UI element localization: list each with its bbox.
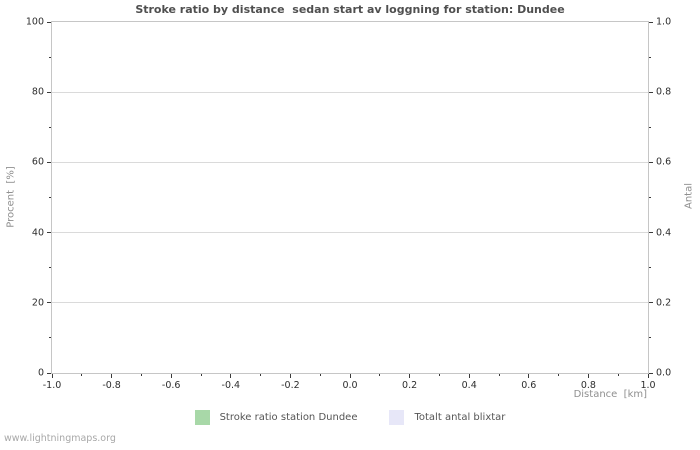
y-major-tick-right [649, 302, 653, 304]
x-major-tick [230, 374, 232, 378]
y-axis-label-right: Antal [683, 182, 695, 210]
y-tick-label-right: 0.2 [656, 297, 672, 309]
y-tick-label-right: 0.4 [656, 227, 672, 239]
x-tick-label: 0.2 [402, 380, 418, 391]
y-minor-tick-left [49, 56, 51, 58]
y-minor-tick-right [649, 56, 651, 58]
y-major-tick-left [47, 232, 51, 234]
y-major-tick-right [649, 91, 653, 93]
site-watermark: www.lightningmaps.org [4, 433, 116, 444]
y-major-tick-left [47, 302, 51, 304]
y-tick-label-left: 20 [31, 297, 44, 309]
legend-swatch-icon [194, 410, 210, 425]
legend-label: Totalt antal blixtar [414, 412, 506, 423]
legend-item: Stroke ratio station Dundee [194, 410, 358, 425]
x-major-tick [111, 374, 113, 378]
y-major-tick-left [47, 161, 51, 163]
x-major-tick [289, 374, 291, 378]
x-minor-tick [140, 374, 142, 376]
x-tick-label: 1.0 [640, 380, 656, 391]
x-tick-label: 0.0 [342, 380, 358, 391]
y-tick-label-right: 0.6 [656, 156, 672, 168]
legend-item: Totalt antal blixtar [389, 410, 505, 425]
y-tick-label-right: 0.0 [656, 367, 672, 379]
x-tick-label: 0.8 [580, 380, 596, 391]
chart-title: Stroke ratio by distance sedan start av … [135, 3, 565, 16]
x-minor-tick [319, 374, 321, 376]
grid-line-horizontal [52, 302, 648, 304]
y-major-tick-left [47, 21, 51, 23]
x-tick-label: -0.4 [221, 380, 241, 391]
x-minor-tick [200, 374, 202, 376]
grid-line-horizontal [52, 232, 648, 234]
y-major-tick-right [649, 232, 653, 234]
legend-label: Stroke ratio station Dundee [219, 412, 358, 423]
y-major-tick-right [649, 372, 653, 374]
x-axis-label: Distance [km] [573, 389, 647, 400]
x-major-tick [170, 374, 172, 378]
y-major-tick-left [47, 91, 51, 93]
x-major-tick [409, 374, 411, 378]
x-tick-label: 0.6 [521, 380, 537, 391]
x-tick-label: -1.0 [42, 380, 62, 391]
x-minor-tick [617, 374, 619, 376]
y-major-tick-right [649, 21, 653, 23]
y-major-tick-right [649, 161, 653, 163]
x-tick-label: -0.2 [281, 380, 300, 391]
y-axis-label-left: Procent [%] [5, 166, 17, 228]
legend-swatch-icon [389, 410, 405, 425]
y-minor-tick-right [649, 337, 651, 339]
y-tick-label-right: 0.8 [656, 86, 672, 98]
y-minor-tick-right [649, 267, 651, 269]
legend: Stroke ratio station Dundee Totalt antal … [0, 410, 700, 425]
x-minor-tick [438, 374, 440, 376]
x-major-tick [528, 374, 530, 378]
x-minor-tick [558, 374, 560, 376]
x-major-tick [51, 374, 53, 378]
x-major-tick [468, 374, 470, 378]
x-major-tick [587, 374, 589, 378]
grid-line-horizontal [52, 91, 648, 93]
x-tick-label: 0.4 [461, 380, 477, 391]
y-tick-label-left: 100 [25, 16, 44, 28]
y-tick-label-right: 1.0 [656, 16, 672, 28]
grid-line-horizontal [52, 161, 648, 163]
x-minor-tick [81, 374, 83, 376]
y-minor-tick-left [49, 197, 51, 198]
y-tick-label-left: 40 [31, 227, 44, 239]
y-minor-tick-left [49, 126, 51, 128]
y-tick-label-left: 80 [31, 86, 44, 98]
x-tick-label: -0.6 [161, 380, 181, 391]
y-minor-tick-right [649, 197, 651, 198]
y-minor-tick-right [649, 126, 651, 128]
y-minor-tick-left [49, 337, 51, 339]
x-minor-tick [379, 374, 381, 376]
x-tick-label: -0.8 [102, 380, 121, 391]
x-major-tick [647, 374, 649, 378]
x-major-tick [349, 374, 351, 378]
x-minor-tick [498, 374, 500, 376]
x-minor-tick [260, 374, 262, 376]
y-minor-tick-left [49, 267, 51, 269]
y-tick-label-left: 60 [31, 156, 44, 168]
y-tick-label-left: 0 [37, 367, 44, 379]
plot-area: 0 0.0 20 0.2 40 0.4 60 0.6 80 0.8 100 1.0 -1.0 -0.8 -0… [26, 17, 671, 392]
y-major-tick-left [47, 372, 51, 374]
